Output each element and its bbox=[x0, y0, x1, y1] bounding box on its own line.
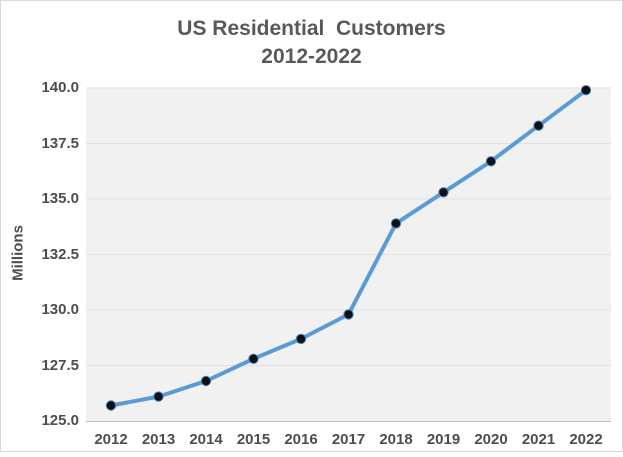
x-tick-label: 2016 bbox=[284, 431, 318, 448]
x-tick-label: 2017 bbox=[331, 431, 366, 448]
data-point-marker bbox=[438, 187, 449, 198]
y-tick-label: 125.0 bbox=[41, 412, 79, 429]
x-tick-label: 2022 bbox=[569, 431, 603, 448]
data-point-marker bbox=[485, 156, 497, 167]
y-tick-label: 137.5 bbox=[41, 134, 79, 152]
line-series-plot bbox=[86, 85, 611, 411]
x-tick-label: 2019 bbox=[426, 431, 461, 448]
data-point-marker bbox=[248, 353, 259, 364]
data-point-marker bbox=[200, 375, 212, 387]
data-point-marker bbox=[580, 85, 592, 96]
chart-subtitle: 2012-2022 bbox=[261, 45, 362, 68]
chart-title-block: US Residential Customers 2012-2022 bbox=[1, 14, 622, 71]
y-tick-label: 127.5 bbox=[41, 356, 79, 374]
x-tick-label: 2015 bbox=[236, 431, 271, 448]
data-point-marker bbox=[343, 309, 354, 320]
line-series bbox=[109, 88, 588, 408]
chart-title: US Residential Customers bbox=[177, 17, 446, 40]
y-tick-label: 140.0 bbox=[41, 79, 79, 96]
y-tick-label: 132.5 bbox=[41, 245, 79, 263]
x-tick-label: 2013 bbox=[141, 431, 176, 448]
x-tick-label: 2018 bbox=[379, 431, 413, 448]
x-tick-label: 2014 bbox=[189, 431, 223, 448]
data-point-marker bbox=[295, 333, 307, 345]
data-point-marker bbox=[153, 391, 164, 402]
data-point-marker bbox=[390, 218, 402, 229]
x-tick-label: 2021 bbox=[521, 431, 556, 448]
y-tick-label: 135.0 bbox=[41, 190, 79, 207]
x-tick-label: 2012 bbox=[94, 431, 128, 448]
plot-area bbox=[86, 85, 611, 422]
data-point-marker bbox=[105, 400, 117, 411]
x-tick-label: 2020 bbox=[474, 431, 508, 448]
data-point-marker bbox=[533, 120, 544, 131]
y-tick-label: 130.0 bbox=[41, 301, 79, 318]
